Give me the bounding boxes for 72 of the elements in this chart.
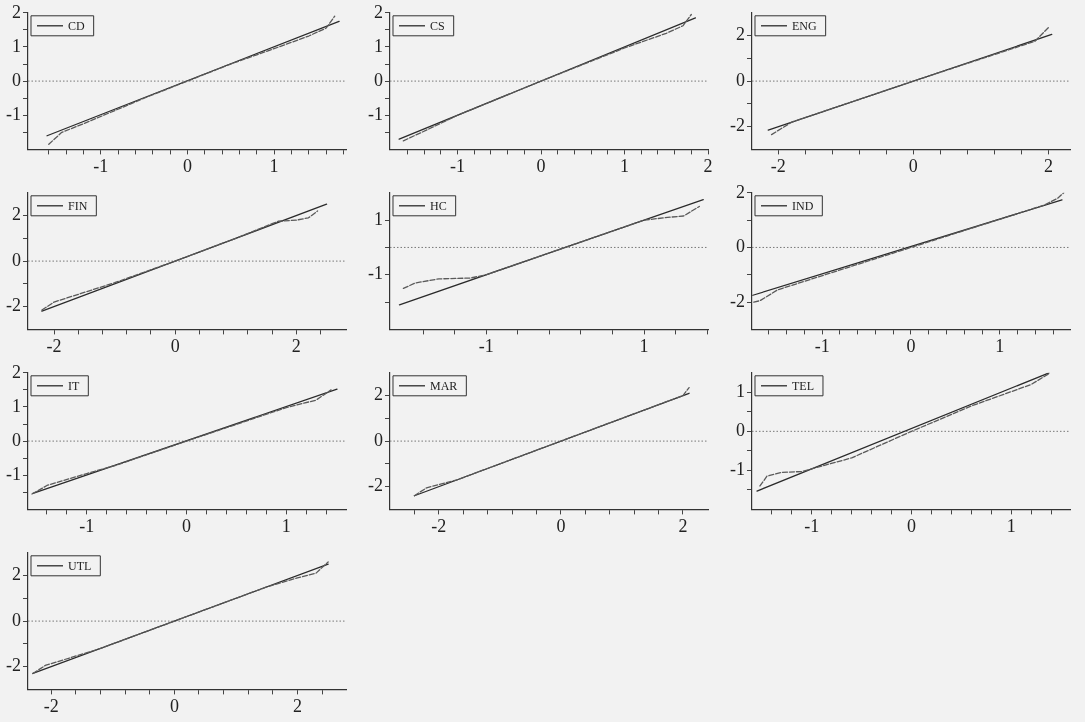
x-tick-label: 1: [281, 515, 291, 536]
x-tick-label: 0: [556, 515, 566, 536]
y-tick-label: 2: [373, 1, 383, 22]
x-tick-label: -1: [93, 155, 109, 176]
y-tick-label: 0: [373, 69, 383, 90]
x-tick-label: 0: [906, 335, 916, 356]
y-tick-label: -2: [729, 115, 745, 136]
x-tick-label: 2: [291, 335, 301, 356]
legend-label: CS: [429, 18, 445, 33]
x-tick-label: -1: [79, 515, 95, 536]
y-tick-label: 1: [11, 395, 21, 416]
x-tick-label: 0: [169, 695, 179, 716]
y-tick-label: 1: [735, 381, 745, 402]
legend-label: CD: [67, 18, 85, 33]
y-tick-label: 2: [735, 24, 745, 45]
y-tick-label: 0: [735, 420, 745, 441]
y-tick-label: 2: [11, 361, 21, 382]
y-tick-label: -2: [5, 295, 21, 316]
x-tick-label: 0: [182, 155, 192, 176]
y-tick-label: 0: [735, 236, 745, 257]
y-tick-label: 0: [11, 609, 21, 630]
legend-label: UTL: [67, 558, 92, 573]
x-tick-label: -2: [46, 335, 62, 356]
legend-label: ENG: [791, 18, 817, 33]
y-tick-label: 2: [735, 181, 745, 202]
y-tick-label: 2: [11, 204, 21, 225]
y-tick-label: 0: [11, 249, 21, 270]
x-tick-label: 0: [182, 515, 191, 536]
x-tick-label: -2: [431, 515, 447, 536]
y-tick-label: 0: [373, 429, 383, 450]
legend-label: TEL: [791, 378, 814, 393]
x-tick-label: -1: [478, 335, 494, 356]
x-tick-label: 0: [908, 155, 918, 176]
y-tick-label: 0: [11, 429, 21, 450]
x-tick-label: 1: [1006, 515, 1016, 536]
x-tick-label: 2: [292, 695, 302, 716]
legend-label: IND: [791, 198, 814, 213]
x-tick-label: 1: [620, 155, 630, 176]
y-tick-label: 2: [373, 384, 383, 405]
y-tick-label: 2: [11, 1, 21, 22]
legend-label: HC: [429, 198, 447, 213]
y-tick-label: 1: [373, 208, 383, 229]
y-tick-label: 2: [11, 564, 21, 585]
legend-label: FIN: [67, 198, 88, 213]
y-tick-label: -2: [729, 290, 745, 311]
y-tick-label: 0: [11, 69, 21, 90]
x-tick-label: 2: [678, 515, 688, 536]
x-tick-label: 0: [536, 155, 546, 176]
x-tick-label: 0: [907, 515, 916, 536]
x-tick-label: 0: [170, 335, 180, 356]
y-tick-label: -1: [729, 459, 745, 480]
y-tick-label: 1: [373, 35, 383, 56]
x-tick-label: 2: [703, 155, 713, 176]
x-tick-label: 1: [269, 155, 279, 176]
x-tick-label: -1: [814, 335, 830, 356]
y-tick-label: -1: [5, 103, 21, 124]
x-tick-label: 2: [1043, 155, 1053, 176]
y-tick-label: -2: [5, 655, 21, 676]
y-tick-label: -2: [367, 475, 383, 496]
x-tick-label: -2: [770, 155, 786, 176]
legend-label: MAR: [429, 378, 458, 393]
x-tick-label: 1: [995, 335, 1005, 356]
x-tick-label: -1: [804, 515, 820, 536]
y-tick-label: 0: [735, 69, 745, 90]
legend-label: IT: [67, 378, 80, 393]
x-tick-label: -1: [450, 155, 466, 176]
y-tick-label: -1: [367, 263, 383, 284]
y-tick-label: -1: [367, 103, 383, 124]
x-tick-label: 1: [639, 335, 649, 356]
x-tick-label: -2: [43, 695, 59, 716]
y-tick-label: -1: [5, 463, 21, 484]
y-tick-label: 1: [11, 35, 21, 56]
